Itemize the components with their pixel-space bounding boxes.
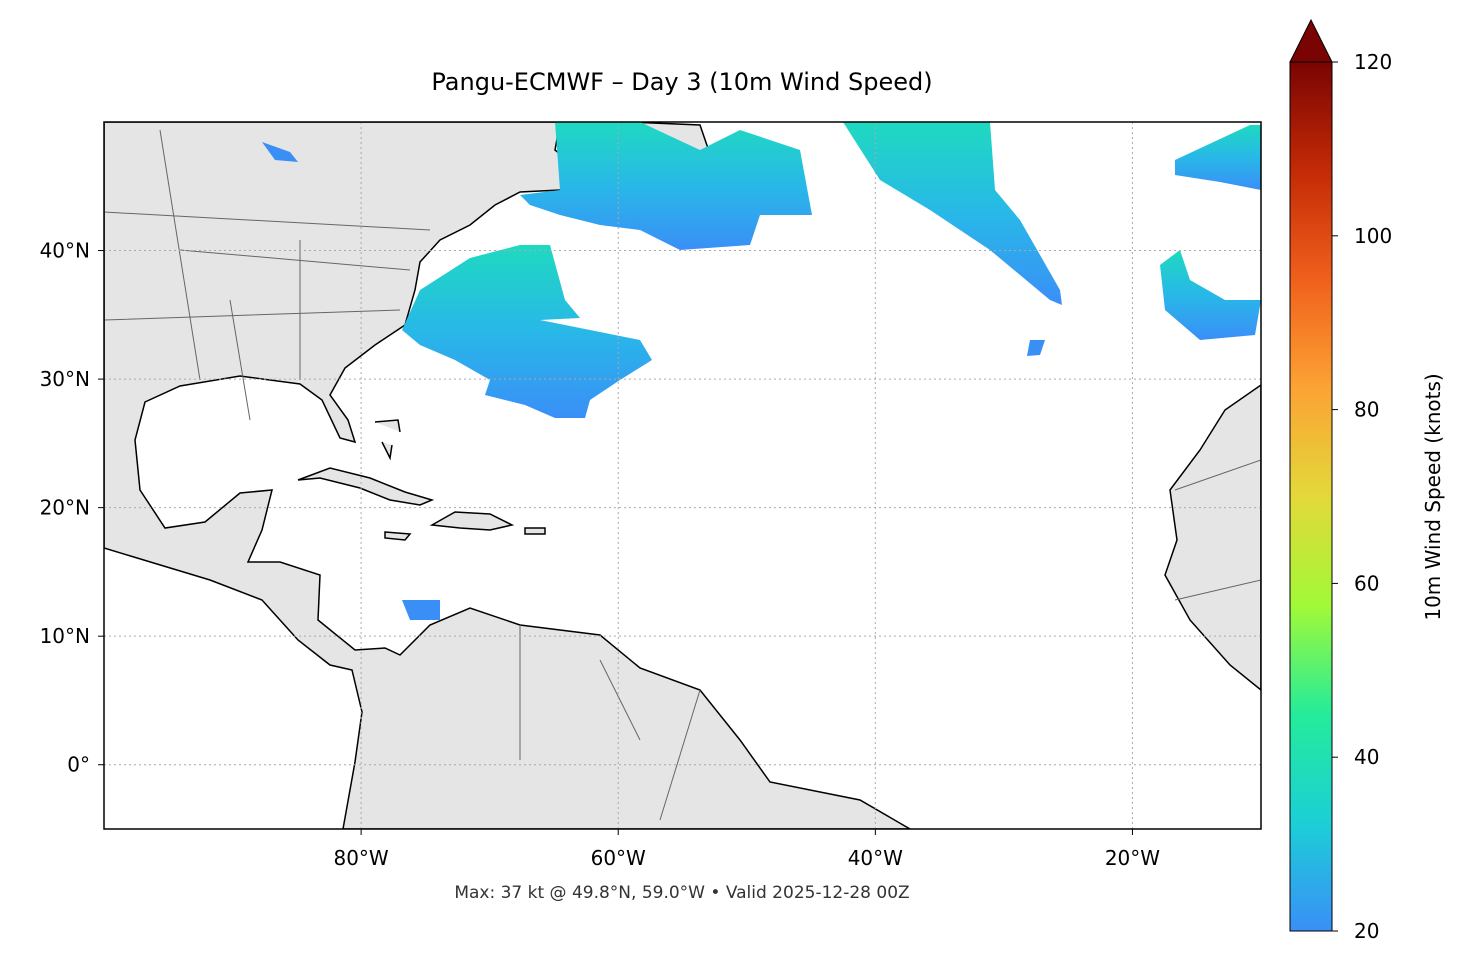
colorbar-tick-label: 80 [1354,398,1379,422]
colorbar-tick-label: 20 [1354,919,1379,943]
map-title: Pangu-ECMWF – Day 3 (10m Wind Speed) [431,68,932,96]
colorbar-tick-label: 100 [1354,224,1392,248]
cuba [297,467,435,506]
colorbar-label: 10m Wind Speed (knots) [1421,373,1445,620]
wind-swath [1175,125,1261,190]
colorbar [1289,61,1333,932]
x-tick-label: 80°W [333,846,388,870]
wind-swath [402,245,652,418]
y-tick-label: 0° [67,753,90,777]
wind-swath [843,122,1062,305]
colorbar-tick-label: 120 [1354,50,1392,74]
map-layers [104,122,1261,829]
axes: 80°W 60°W 40°W 20°W 0° 10°N 20°N 30°N 40°N 20 40 60… [40,18,1392,943]
x-tick-label: 40°W [848,846,903,870]
americas [104,122,912,829]
y-tick-label: 20°N [40,496,90,520]
x-tick-label: 60°W [591,846,646,870]
africa [1164,384,1261,691]
colorbar-extend [1289,18,1333,63]
jamaica [384,531,412,541]
x-tick-label: 20°W [1105,846,1160,870]
wind-swath [520,122,812,250]
colorbar-tick-label: 40 [1354,745,1379,769]
y-tick-label: 10°N [40,624,90,648]
borders [104,129,1261,821]
bahamas [374,419,401,461]
y-tick-label: 30°N [40,367,90,391]
wind-swath [1160,250,1261,340]
map-frame [103,121,1262,830]
y-tick-label: 40°N [40,239,90,263]
puerto-rico [524,527,546,535]
caption: Max: 37 kt @ 49.8°N, 59.0°W • Valid 2025… [454,883,909,903]
colorbar-tick-label: 60 [1354,571,1379,595]
hispaniola [429,511,515,531]
